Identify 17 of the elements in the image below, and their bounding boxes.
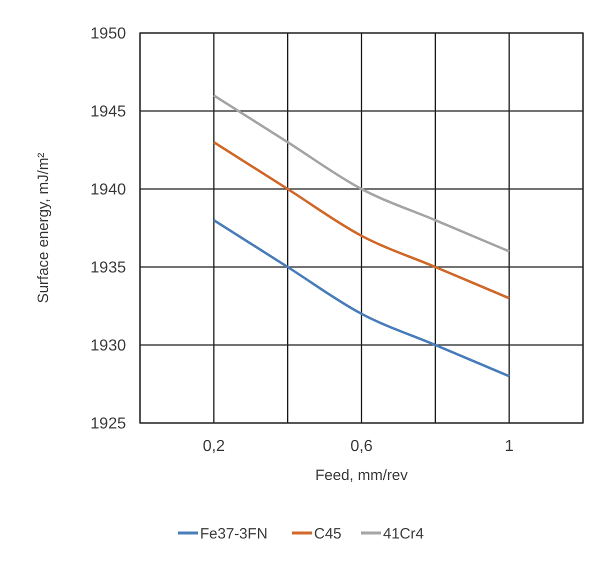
legend-label: Fe37-3FN <box>200 525 268 542</box>
legend-label: C45 <box>314 525 342 542</box>
y-tick-label: 1950 <box>90 26 126 43</box>
y-tick-label: 1935 <box>90 260 126 277</box>
legend-label: 41Cr4 <box>383 525 424 542</box>
y-tick-label: 1940 <box>90 182 126 199</box>
x-tick-label: 1 <box>504 438 514 455</box>
x-axis-title: Feed, mm/rev <box>315 467 408 484</box>
y-axis-title: Surface energy, mJ/m² <box>35 152 52 304</box>
x-tick-label: 0,6 <box>350 438 373 455</box>
y-tick-label: 1925 <box>90 416 126 433</box>
y-tick-label: 1945 <box>90 104 126 121</box>
line-series <box>212 140 510 300</box>
line-series <box>212 218 510 378</box>
line-series <box>212 94 510 253</box>
y-tick-label: 1930 <box>90 338 126 355</box>
x-tick-label: 0,2 <box>202 438 226 455</box>
